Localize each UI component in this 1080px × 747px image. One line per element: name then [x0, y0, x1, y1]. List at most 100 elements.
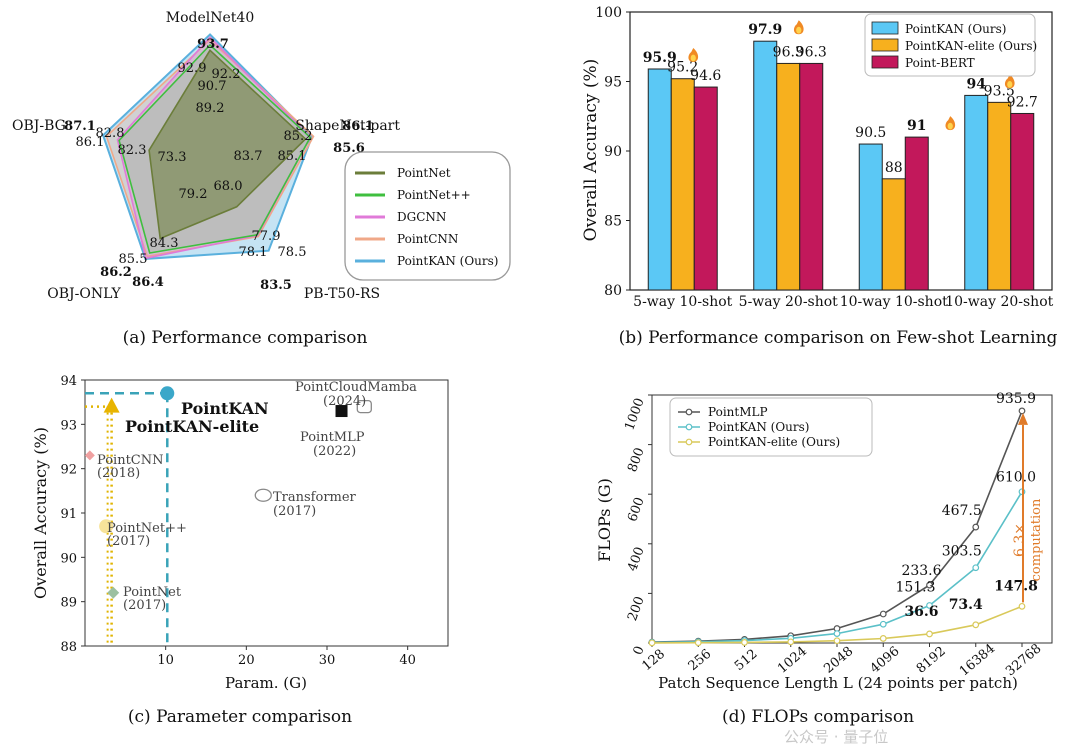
bar-ytick-label: 85: [604, 214, 622, 230]
radar-legend-entry: PointNet++: [397, 188, 471, 202]
scatter-label-year: (2018): [97, 466, 140, 481]
bar-ytick-label: 100: [595, 5, 622, 21]
line-ytick-label: 0: [631, 644, 648, 657]
flame-inner: [1007, 81, 1013, 88]
scatter-label-name: PointMLP: [300, 430, 365, 445]
caption-d: (d) FLOPs comparison: [722, 707, 914, 727]
bar-category-label: 10-way 20-shot: [945, 294, 1053, 310]
ratio-arrow-head: [1018, 412, 1028, 425]
bar-0-1: [753, 40, 778, 291]
bar-value-label: 90.5: [855, 125, 886, 141]
caption-c: (c) Parameter comparison: [128, 707, 352, 727]
radar-value-label: 68.0: [214, 179, 243, 194]
line-point: [972, 564, 980, 572]
line-ytick-label: 200: [625, 595, 648, 623]
bar-value-label: 88: [885, 160, 903, 176]
radar-value-label: 77.9: [252, 229, 281, 244]
radar-value-label: 82.3: [118, 143, 147, 158]
bar-value-label: 92.7: [1007, 94, 1038, 110]
scatter-label-year: (2017): [123, 598, 166, 613]
scatter-point-pointcloudmamba: [356, 399, 372, 414]
bar-value-label: 91: [907, 118, 926, 134]
bar-0-2: [858, 143, 883, 291]
radar-value-label: 83.7: [234, 149, 263, 164]
caption-b: (b) Performance comparison on Few-shot L…: [619, 328, 1058, 348]
line-point: [694, 639, 702, 647]
flame-icon: [793, 20, 804, 35]
radar-axis-label: OBJ-ONLY: [47, 286, 121, 302]
bar-category-label: 5-way 10-shot: [633, 294, 733, 310]
bar-legend-box: [864, 13, 1036, 77]
radar-value-label: 86.1: [342, 119, 374, 134]
line-point: [926, 602, 933, 609]
radar-legend-entry: PointKAN (Ours): [397, 254, 498, 268]
bar-legend-swatch: [871, 38, 899, 52]
scatter-plot-frame: [84, 379, 449, 647]
radar-legend-entry: DGCNN: [397, 210, 446, 224]
line-legend-box: [669, 397, 873, 457]
line-point: [787, 638, 795, 646]
radar-value-label: 86.2: [100, 265, 132, 280]
line-xtick-label: 256: [686, 647, 715, 674]
line-point: [926, 581, 933, 589]
radar-value-label: 86.4: [132, 275, 164, 290]
bar-value-label: 95.9: [643, 50, 677, 66]
bar-ylabel: Overall Accuracy (%): [581, 59, 601, 242]
line-point: [972, 523, 980, 531]
scatter-label-name: PointCNN: [97, 453, 164, 468]
scatter-label-year: (2022): [313, 444, 356, 459]
watermark: 公众号 · 量子位: [784, 728, 889, 746]
flame-inner: [796, 26, 802, 34]
scatter-label-name: PointNet: [123, 585, 182, 600]
bar-category-label: 5-way 20-shot: [739, 294, 839, 310]
scatter-label-name: PointNet++: [107, 521, 187, 536]
radar-axis-label: OBJ-BG: [12, 118, 66, 134]
scatter-ytick-label: 88: [60, 640, 77, 655]
line-legend-entry: PointMLP: [708, 405, 768, 419]
radar-value-label: 85.2: [284, 129, 313, 144]
radar-polygon-0: [148, 49, 307, 240]
radar-value-label: 93.7: [197, 37, 229, 52]
ratio-label: 6.3×: [1012, 523, 1028, 557]
line-annotation: 151.3: [895, 579, 935, 595]
radar-axis-label: PB-T50-RS: [304, 286, 380, 302]
line-point: [833, 630, 841, 638]
radar-value-label: 90.7: [198, 79, 227, 94]
radar-value-label: 79.2: [179, 187, 208, 202]
line-ytick-label: 800: [625, 446, 648, 474]
bar-legend-entry: PointKAN-elite (Ours): [905, 39, 1037, 53]
scatter-label-name: Transformer: [273, 490, 357, 505]
scatter-point-pointnetpp: [99, 519, 114, 534]
scatter-label-year: (2017): [273, 504, 316, 519]
scatter-label-year: (2017): [107, 534, 150, 549]
radar-value-label: 92.9: [178, 61, 207, 76]
line-point: [972, 621, 980, 629]
line-ytick-label: 400: [625, 545, 648, 573]
scatter-point-pointmlp: [335, 405, 348, 418]
line-ytick-label: 600: [625, 495, 648, 523]
scatter-label-year: (2024): [323, 394, 366, 409]
bar-2-1: [799, 62, 824, 291]
scatter-ytick-label: 93: [60, 418, 77, 433]
line-annotation: 935.9: [996, 391, 1036, 407]
scatter-ytick-label: 94: [60, 374, 77, 389]
bar-category-label: 10-way 10-shot: [840, 294, 948, 310]
line-xtick-label: 512: [732, 647, 761, 674]
scatter-point-transformer: [254, 488, 272, 502]
bar-legend-entry: PointKAN (Ours): [905, 22, 1006, 36]
line-annotation: 303.5: [942, 544, 982, 560]
bar-legend-swatch: [871, 55, 899, 69]
flame-inner: [690, 54, 696, 62]
line-xlabel: Patch Sequence Length L (24 points per p…: [658, 674, 1018, 692]
radar-value-label: 73.3: [158, 150, 187, 165]
line-annotation: 73.4: [949, 597, 983, 613]
bar-1-3: [987, 101, 1012, 291]
bar-ytick-label: 80: [604, 283, 622, 299]
scatter-label-name: PointKAN: [181, 399, 269, 418]
scatter-ytick-label: 91: [60, 507, 77, 522]
line-legend-entry: PointKAN-elite (Ours): [708, 435, 840, 449]
line-legend-marker: [685, 438, 693, 446]
radar-value-label: 85.1: [278, 149, 307, 164]
radar-legend-box: [344, 151, 511, 281]
